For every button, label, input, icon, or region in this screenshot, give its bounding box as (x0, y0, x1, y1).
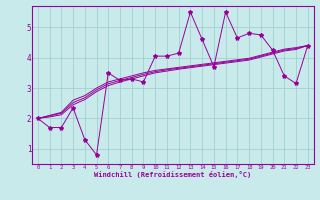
X-axis label: Windchill (Refroidissement éolien,°C): Windchill (Refroidissement éolien,°C) (94, 171, 252, 178)
